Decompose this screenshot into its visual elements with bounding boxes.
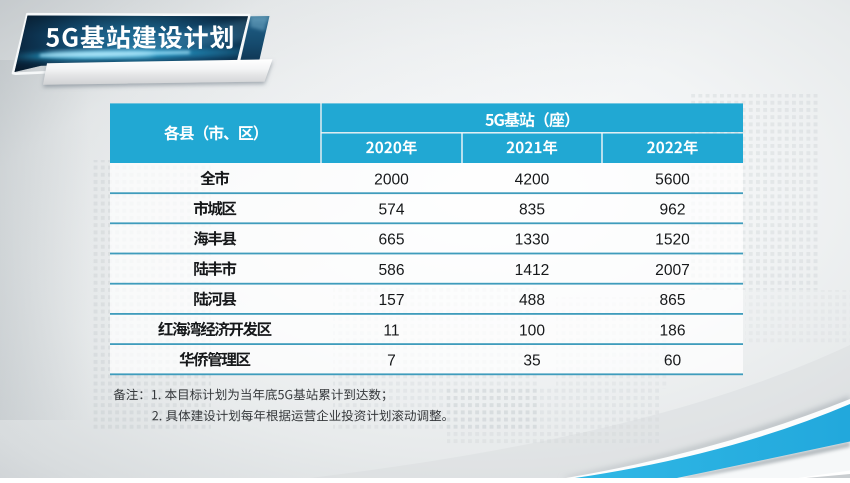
svg-text:11: 11 xyxy=(383,322,399,339)
svg-text:1412: 1412 xyxy=(515,262,550,279)
svg-text:574: 574 xyxy=(378,202,404,219)
svg-text:100: 100 xyxy=(519,322,545,339)
svg-text:157: 157 xyxy=(378,292,404,309)
svg-text:4200: 4200 xyxy=(515,171,550,188)
svg-text:835: 835 xyxy=(519,202,545,219)
svg-text:7: 7 xyxy=(387,353,396,370)
svg-text:488: 488 xyxy=(519,292,545,309)
svg-text:2007: 2007 xyxy=(655,262,690,279)
svg-text:865: 865 xyxy=(659,292,685,309)
svg-text:1520: 1520 xyxy=(655,232,690,249)
svg-text:5600: 5600 xyxy=(655,171,690,188)
svg-text:60: 60 xyxy=(664,353,682,370)
svg-text:665: 665 xyxy=(378,232,404,249)
svg-text:1330: 1330 xyxy=(515,232,550,249)
svg-text:586: 586 xyxy=(378,262,404,279)
svg-text:962: 962 xyxy=(659,202,685,219)
svg-text:186: 186 xyxy=(659,322,685,339)
svg-text:35: 35 xyxy=(523,353,541,370)
svg-text:2000: 2000 xyxy=(374,171,409,188)
